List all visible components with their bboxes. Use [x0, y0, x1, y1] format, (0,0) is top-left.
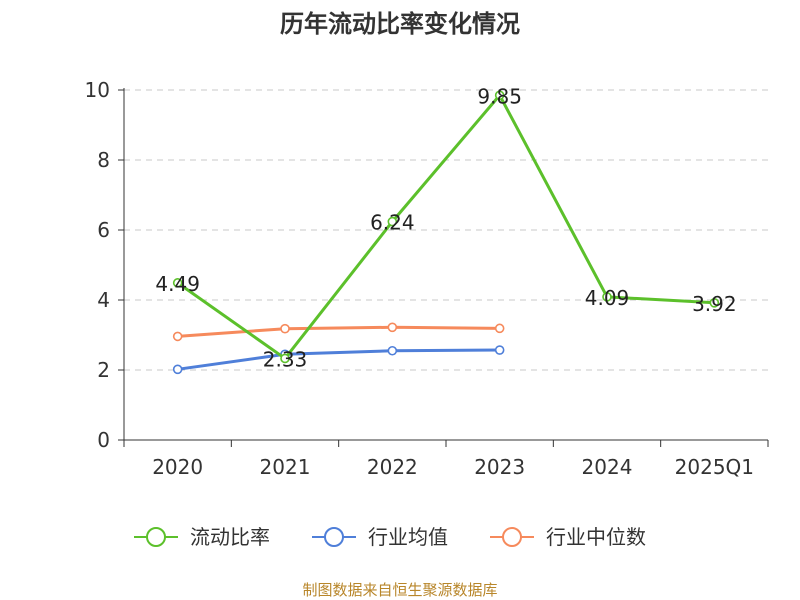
data-label: 9.85 — [477, 84, 522, 108]
series-point-2 — [387, 322, 398, 333]
legend-label: 行业中位数 — [546, 525, 646, 549]
data-label: 4.09 — [585, 286, 630, 310]
x-tick-label: 2020 — [152, 455, 203, 479]
series-point-0 — [280, 353, 290, 364]
x-tick-label: 2023 — [474, 455, 525, 479]
series-point-1 — [387, 345, 398, 356]
y-tick-label: 4 — [97, 288, 110, 312]
legend-marker — [502, 527, 522, 547]
y-tick-label: 0 — [97, 428, 110, 452]
y-tick-label: 8 — [97, 148, 110, 172]
data-label: 2.33 — [263, 347, 308, 371]
series-point-1 — [494, 345, 505, 355]
series-line-2 — [177, 325, 500, 338]
legend: 流动比率 行业均值 行业中位数 — [134, 525, 646, 549]
legend-label: 行业均值 — [368, 525, 448, 549]
axes: 0 2 4 6 8 10 2020 2021 2022 2023 2024 2025Q1 — [85, 78, 769, 479]
legend-label: 流动比率 — [190, 525, 270, 549]
y-tick-label: 6 — [97, 218, 110, 242]
x-tick-label: 2025Q1 — [675, 455, 754, 479]
legend-item-1[interactable]: 行业均值 — [312, 525, 448, 549]
series-point-2 — [494, 323, 505, 334]
legend-item-2[interactable]: 行业中位数 — [490, 525, 646, 549]
data-label: 4.49 — [155, 272, 200, 296]
data-label: 3.92 — [692, 292, 737, 316]
y-tick-label: 2 — [97, 358, 110, 382]
series-point-2 — [280, 323, 290, 334]
footer-source: 制图数据来自恒生聚源数据库 — [302, 581, 497, 599]
series-point-0 — [709, 297, 720, 308]
series-point-2 — [172, 331, 183, 342]
series-point-0 — [387, 216, 398, 227]
series-point-0 — [494, 90, 505, 101]
series-line-1 — [177, 348, 500, 371]
y-tick-label: 10 — [85, 78, 110, 102]
x-tick-label: 2022 — [367, 455, 418, 479]
legend-marker — [324, 527, 344, 547]
chart-title: 历年流动比率变化情况 — [280, 10, 520, 38]
data-label: 6.24 — [370, 211, 415, 235]
x-tick-label: 2024 — [582, 455, 633, 479]
series-group — [172, 90, 720, 375]
series-point-0 — [602, 292, 612, 302]
legend-marker — [146, 527, 166, 547]
series-line-0 — [176, 93, 715, 360]
series-point-0 — [172, 278, 183, 288]
data-labels: 4.49 2.33 6.24 9.85 4.09 3.92 — [155, 84, 736, 371]
x-tick-label: 2021 — [260, 455, 311, 479]
legend-item-0[interactable]: 流动比率 — [134, 525, 270, 549]
series-point-1 — [172, 364, 183, 375]
